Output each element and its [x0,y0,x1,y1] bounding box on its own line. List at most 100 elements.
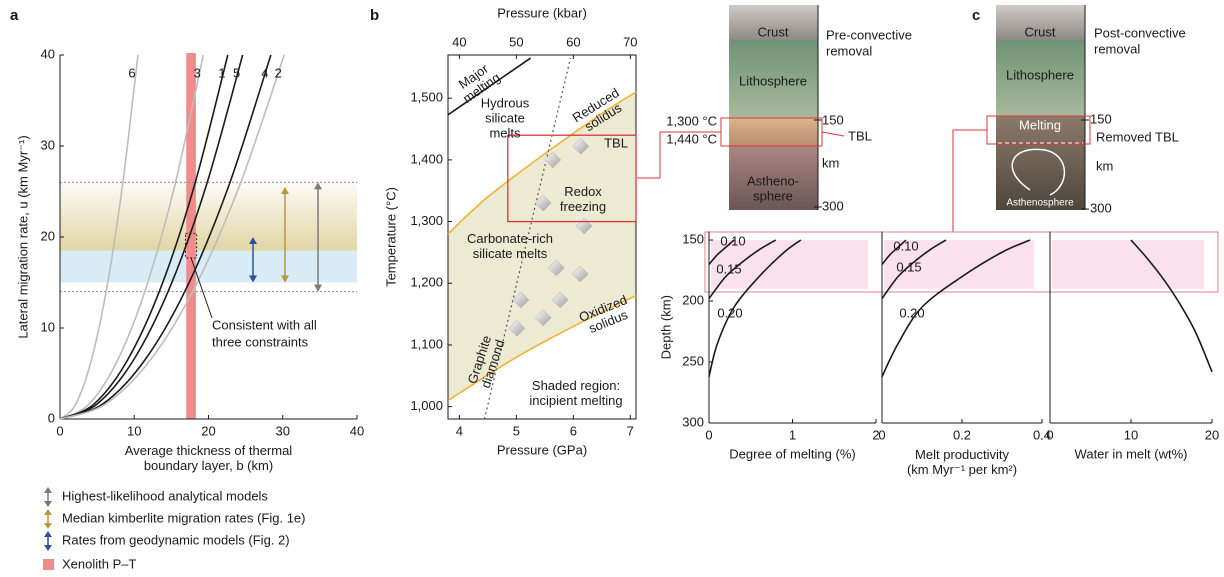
melting-label: Melting [1019,117,1061,132]
tbl-pointer [821,131,845,137]
curve [447,91,637,235]
diamond-marker [572,137,590,155]
curve-label: 0.10 [720,233,745,248]
curve-label-line: 0.15 [896,259,921,274]
curve [881,239,1031,377]
y-tick-label: 1,000 [410,398,443,413]
depth-label: 300 [1090,200,1112,215]
x-axis-title: Degree of melting (%) [729,446,855,461]
x-tick-label: 4 [456,423,463,438]
curve [708,239,735,265]
curve-label: 4 [261,65,268,80]
diamond-marker [551,291,569,309]
asthenosphere-layer [729,146,818,210]
y-tick-label: 1,500 [410,90,443,105]
y-tick-label: 1,400 [410,151,443,166]
shade-band [60,250,357,283]
curve-label: 6 [128,65,135,80]
y-axis-title: Temperature (°C) [383,187,398,287]
region-label-line: silicate melts [473,246,548,261]
curve-label-line: 0.20 [717,305,742,320]
highlight-band [1052,240,1204,289]
depth-label: 150 [822,112,844,127]
diamond-marker [534,194,552,212]
depth-label: 300 [822,198,844,213]
panel-label: c [972,7,980,24]
asthenosphere-label: Astheno- [747,173,799,188]
arrow-head [44,501,52,507]
x-tick-label: 2 [872,427,879,442]
y-tick-label: 200 [682,292,704,307]
region-label-line: melts [489,125,521,140]
curve [59,54,285,420]
annotation-text: Consistent with all [212,317,317,332]
curve-label: 0.15 [716,261,741,276]
curve-label: 2 [275,65,282,80]
curve [59,54,272,420]
crust-label: Crust [757,24,788,39]
asthenosphere-label: sphere [753,188,793,203]
legend-label: Xenolith P–T [62,556,136,571]
curve [59,54,139,420]
x-tick-label: 20 [1205,427,1219,442]
tbl-label: TBL [848,128,872,143]
arrow-head [314,182,322,190]
legend-label: Highest-likelihood analytical models [62,488,268,503]
tbl-label: Removed TBL [1096,129,1179,144]
curve-label: 0.10 [893,238,918,253]
x2-tick-label: 40 [452,34,466,49]
region-label-line: freezing [560,199,606,214]
curve [447,294,637,402]
curve-label-line: 0.20 [899,305,924,320]
curve [708,239,777,300]
y-axis-title-line: Depth (km) [658,295,673,359]
x-tick-label: 20 [201,423,215,438]
lithosphere-label: Lithosphere [739,73,807,88]
curve [708,239,802,377]
post-column: Crust Post-convective removal Lithospher… [704,5,1219,293]
annotation-pointer [190,257,213,319]
annotation-text: three constraints [212,334,309,349]
curve [483,57,572,420]
pre-column: Crust Pre-convective removal Lithosphere… [637,5,912,213]
x-axis-title-line: (km Myr⁻¹ per km²) [907,462,1017,477]
x-tick-label: 10 [127,423,141,438]
column-title: removal [1094,41,1140,56]
column-title: removal [826,43,872,58]
legend-label: Median kimberlite migration rates (Fig. … [62,510,305,525]
y-tick-label: 20 [41,228,55,243]
x-tick-label: 6 [570,423,577,438]
tbl-box [507,134,637,223]
region-label-line: Hydrous [481,95,530,110]
x-axis-title-line: Water in melt (wt%) [1075,446,1188,461]
y-tick-label: 150 [682,231,704,246]
panel-label: a [10,7,19,24]
crust-layer [729,5,818,40]
region-label-line: silicate [485,110,525,125]
curve-label-line: 0.10 [893,238,918,253]
y-tick-label: 0 [48,410,55,425]
asthenosphere-label: Asthenosphere [1006,198,1074,209]
tbl-label: TBL [604,136,628,151]
curve [59,54,205,420]
x-axis-title-line: Melt productivity [915,447,1009,462]
legend-swatch [43,559,54,570]
curve-label: 5 [233,65,240,80]
x-tick-label: 0.4 [1033,427,1051,442]
arrow-head [44,531,52,537]
curve-label-line: 0.10 [720,233,745,248]
legend-label: Rates from geodynamic models (Fig. 2) [62,532,290,547]
depth-label: 150 [1090,111,1112,126]
x-tick-label: 0 [1046,427,1053,442]
y-axis-title-line: Temperature (°C) [383,187,398,287]
arrow-head [281,186,289,194]
x-axis-title: Melt productivity(km Myr⁻¹ per km²) [907,447,1017,477]
lithosphere-layer [729,40,818,118]
crust-label: Crust [1024,24,1055,39]
plot-frame [447,54,637,420]
arrow-head [281,275,289,283]
x2-tick-label: 50 [509,34,523,49]
